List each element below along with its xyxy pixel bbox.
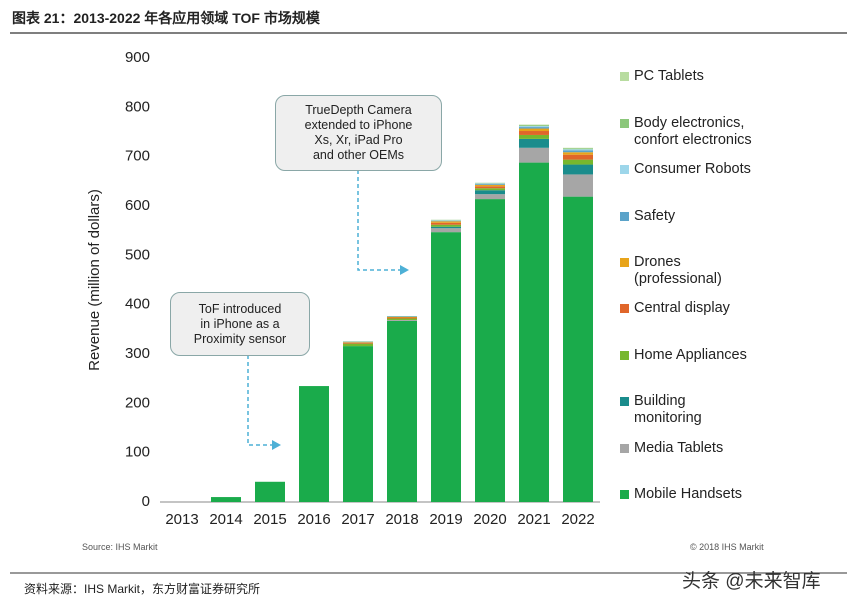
bar-segment: [519, 131, 549, 135]
header-title: 图表 21：2013-2022 年各应用领域 TOF 市场规模: [12, 10, 320, 26]
y-tick-label: 900: [125, 49, 150, 66]
bar-segment: [563, 149, 593, 151]
legend-swatch: [620, 444, 629, 453]
y-tick-label: 600: [125, 197, 150, 214]
x-tick-label: 2016: [297, 511, 330, 528]
legend-label: Body electronics, confort electronics: [634, 115, 752, 148]
legend-swatch: [620, 304, 629, 313]
bar-segment: [431, 228, 461, 233]
legend-swatch: [620, 165, 629, 174]
bar-segment: [255, 481, 285, 502]
footer: 资料来源：IHS Markit，东方财富证券研究所: [24, 582, 261, 596]
y-tick-label: 800: [125, 98, 150, 115]
x-tick-label: 2018: [385, 511, 418, 528]
bar-segment: [211, 497, 241, 502]
arrow-head: [400, 265, 409, 275]
legend-swatch: [620, 258, 629, 267]
copyright: © 2018 IHS Markit: [690, 542, 764, 552]
legend-label: PC Tablets: [634, 68, 704, 84]
source-note: Source: IHS Markit: [82, 542, 158, 552]
y-tick-label: 0: [142, 493, 150, 510]
bar-segment: [431, 232, 461, 502]
bar-segment: [431, 224, 461, 227]
bar-segment: [343, 343, 373, 347]
bar-segment: [343, 346, 373, 502]
legend-label: Central display: [634, 300, 730, 316]
bar-segment: [475, 186, 505, 189]
bar-segment: [475, 183, 505, 185]
y-tick-label: 400: [125, 296, 150, 313]
legend-swatch: [620, 351, 629, 360]
bar-segment: [343, 342, 373, 344]
legend-label: Media Tablets: [634, 440, 724, 456]
x-tick-label: 2019: [429, 511, 462, 528]
legend-label: Safety: [634, 208, 676, 224]
annotation-arrow: [357, 170, 400, 271]
bar-segment: [475, 188, 505, 191]
bar-segment: [563, 159, 593, 165]
x-tick-label: 2015: [253, 511, 286, 528]
legend-label: Home Appliances: [634, 347, 747, 363]
bar-segment: [519, 127, 549, 129]
x-tick-label: 2020: [473, 511, 506, 528]
legend-swatch: [620, 490, 629, 499]
x-tick-label: 2021: [517, 511, 550, 528]
y-tick-label: 200: [125, 394, 150, 411]
arrow-head: [272, 440, 281, 450]
x-tick-label: 2022: [561, 511, 594, 528]
bar-segment: [563, 152, 593, 155]
y-tick-label: 500: [125, 246, 150, 263]
y-tick-label: 700: [125, 148, 150, 165]
bar-segment: [563, 174, 593, 197]
bar-segment: [387, 319, 417, 321]
legend-label: Building monitoring: [634, 393, 702, 426]
legend-label: Consumer Robots: [634, 161, 751, 177]
annotation: TrueDepth Camera extended to iPhone Xs, …: [275, 95, 442, 171]
bar-segment: [519, 162, 549, 502]
bar-segment: [475, 184, 505, 187]
x-tick-label: 2017: [341, 511, 374, 528]
bar-segment: [519, 126, 549, 128]
legend-label: Drones (professional): [634, 254, 722, 287]
bar-segment: [563, 164, 593, 175]
bar-segment: [519, 128, 549, 132]
y-axis-title: Revenue (million of dollars): [86, 189, 103, 371]
bar-segment: [387, 318, 417, 320]
y-tick-label: 300: [125, 345, 150, 362]
bar-segment: [475, 199, 505, 503]
annotation: ToF introduced in iPhone as a Proximity …: [170, 292, 310, 356]
bar-segment: [387, 317, 417, 319]
bar-segment: [475, 190, 505, 195]
legend-label: Mobile Handsets: [634, 486, 742, 502]
bar-segment: [563, 150, 593, 153]
x-tick-label: 2014: [209, 511, 242, 528]
bar-segment: [519, 138, 549, 148]
bar-segment: [519, 134, 549, 139]
y-tick-label: 100: [125, 444, 150, 461]
x-tick-label: 2013: [165, 511, 198, 528]
legend-swatch: [620, 397, 629, 406]
bar-segment: [299, 386, 329, 502]
legend-swatch: [620, 119, 629, 128]
bar-segment: [563, 148, 593, 150]
bar-segment: [563, 154, 593, 160]
legend-swatch: [620, 72, 629, 81]
bar-segment: [475, 194, 505, 200]
watermark: 头条 @未来智库: [682, 571, 821, 592]
bar-segment: [519, 147, 549, 163]
bar-segment: [431, 221, 461, 223]
bar-segment: [387, 320, 417, 502]
bar-segment: [431, 226, 461, 229]
legend-swatch: [620, 212, 629, 221]
bar-segment: [563, 196, 593, 503]
annotation-arrow: [247, 355, 272, 446]
bar-segment: [431, 222, 461, 225]
bar-segment: [519, 125, 549, 127]
